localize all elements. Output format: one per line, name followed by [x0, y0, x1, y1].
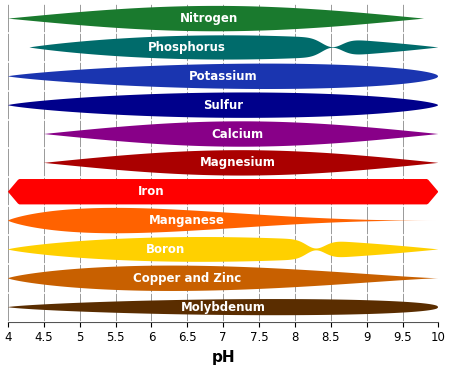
X-axis label: pH: pH [212, 350, 235, 365]
Text: Boron: Boron [146, 243, 185, 256]
Text: Calcium: Calcium [212, 128, 264, 141]
Polygon shape [8, 6, 424, 31]
Text: Copper and Zinc: Copper and Zinc [133, 272, 241, 285]
Text: Iron: Iron [138, 185, 165, 198]
Text: Manganese: Manganese [149, 214, 225, 227]
Text: Sulfur: Sulfur [203, 99, 243, 112]
Polygon shape [8, 93, 438, 118]
Polygon shape [8, 266, 438, 291]
Polygon shape [8, 208, 438, 233]
Polygon shape [44, 150, 438, 176]
Polygon shape [29, 35, 438, 59]
Text: Phosphorus: Phosphorus [148, 41, 226, 54]
Polygon shape [8, 63, 438, 89]
Text: Magnesium: Magnesium [199, 156, 275, 169]
Polygon shape [44, 121, 438, 147]
Text: Molybdenum: Molybdenum [181, 301, 266, 314]
Polygon shape [8, 299, 438, 315]
Polygon shape [8, 179, 438, 204]
Text: Nitrogen: Nitrogen [180, 12, 238, 25]
Text: Potassium: Potassium [189, 70, 257, 83]
Polygon shape [8, 237, 438, 262]
